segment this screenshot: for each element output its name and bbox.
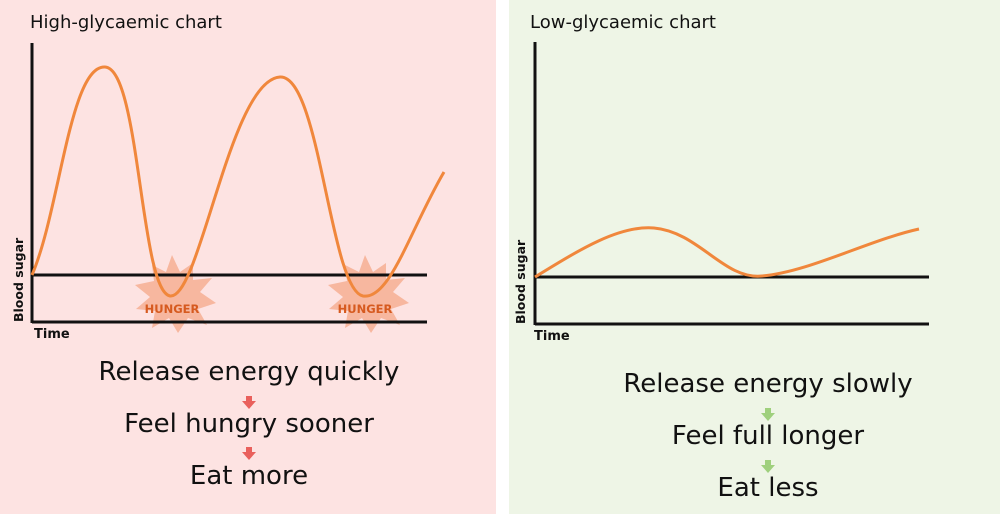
high-step-3: Eat more [189, 461, 309, 491]
low-step-2: Feel full longer [671, 421, 865, 451]
high-step-1: Release energy quickly [98, 357, 400, 387]
low-chart-title: Low-glycaemic chart [530, 12, 716, 33]
down-arrow-icon [761, 460, 775, 473]
high-step-2: Feel hungry sooner [124, 409, 374, 439]
high-glycaemic-chart [30, 43, 446, 333]
low-step-1: Release energy slowly [623, 369, 913, 399]
down-arrow-icon [242, 396, 256, 409]
low-step-3: Eat less [717, 473, 819, 503]
blood-sugar-curve-low [534, 226, 920, 279]
down-arrow-icon [242, 447, 256, 460]
high-x-axis-label: Time [34, 327, 70, 342]
down-arrow-icon [761, 408, 775, 421]
high-glycaemic-panel: High-glycaemic chart Blood sugar Time HU… [0, 0, 496, 514]
high-chart-title: High-glycaemic chart [30, 12, 222, 33]
blood-sugar-curve-high [30, 65, 446, 298]
high-y-axis-label: Blood sugar [11, 237, 26, 322]
low-glycaemic-chart [533, 42, 929, 326]
hunger-label-2: HUNGER [337, 302, 393, 316]
low-glycaemic-panel: Low-glycaemic chart Blood sugar Time Rel… [509, 0, 1000, 514]
low-y-axis-label: Blood sugar [513, 239, 528, 324]
low-x-axis-label: Time [534, 329, 570, 344]
hunger-label-1: HUNGER [144, 302, 200, 316]
